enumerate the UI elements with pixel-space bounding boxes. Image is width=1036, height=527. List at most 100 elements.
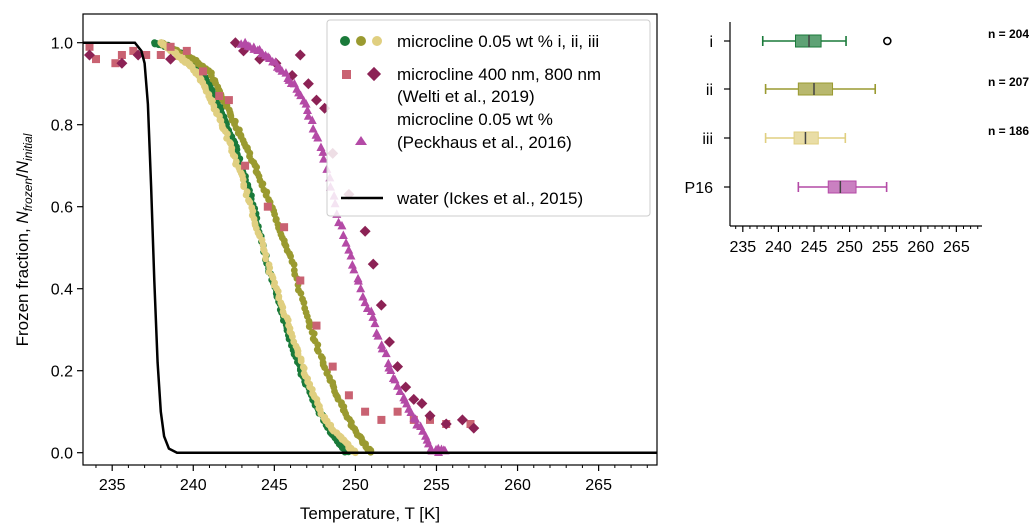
data-point (328, 362, 337, 371)
data-point (310, 330, 318, 337)
legend-label: microcline 0.05 wt % (397, 110, 553, 129)
legend-box (326, 19, 651, 217)
data-point (366, 306, 376, 315)
legend-marker-iii (372, 36, 382, 46)
data-point (263, 202, 272, 211)
main-y-axis-label: Frozen fraction, Nfrozen/Ninitial (13, 133, 35, 346)
data-point (408, 393, 420, 405)
box-x-tick-label: 250 (836, 239, 863, 256)
box-iii (764, 131, 847, 145)
legend-marker-800nm (366, 66, 382, 82)
box-plot: n = 204 n = 207 n = 186 235 240 245 250 255 260… (685, 22, 1029, 256)
box-x-tick-label: 235 (729, 239, 756, 256)
data-point (280, 223, 289, 232)
data-point (83, 49, 95, 61)
data-point (294, 49, 306, 61)
box-i (761, 34, 892, 48)
data-point (349, 264, 359, 274)
data-point (307, 115, 317, 125)
box-x-tick-label: 245 (801, 239, 828, 256)
data-point (156, 51, 165, 59)
data-point (300, 364, 308, 372)
data-point (337, 220, 347, 230)
data-point (312, 321, 321, 330)
data-point (356, 283, 366, 293)
data-point (424, 410, 436, 422)
data-point (224, 96, 233, 105)
data-point (297, 290, 305, 297)
legend-label: water (Ickes et al., 2015) (396, 189, 583, 208)
box-category-label: ii (706, 82, 713, 99)
data-point (310, 94, 322, 106)
main-plot-frame (82, 13, 658, 466)
data-point (383, 336, 395, 348)
box-count-label: n = 207 (988, 75, 1029, 89)
x-tick-label: 245 (261, 477, 288, 494)
data-point (375, 299, 387, 311)
data-point (370, 318, 380, 328)
main-y-axis: 0.0 0.2 0.4 0.6 0.8 1.0 (51, 36, 83, 463)
box-count-label: n = 186 (988, 124, 1029, 138)
data-point (466, 420, 475, 428)
data-point (305, 323, 313, 330)
data-point (361, 407, 370, 416)
legend-marker-ii (356, 36, 366, 46)
data-point (242, 191, 250, 199)
data-point (386, 365, 396, 375)
data-point (296, 90, 306, 100)
x-tick-label: 265 (585, 477, 612, 494)
data-point (318, 147, 328, 156)
data-point (116, 57, 128, 69)
data-point (313, 132, 323, 142)
data-point (456, 414, 468, 426)
data-point (166, 42, 175, 51)
legend-label: microcline 0.05 wt % i, ii, iii (397, 32, 599, 51)
legend-entry-welti: microcline 400 nm, 800 nm (Welti et al.,… (342, 65, 601, 106)
y-tick-label: 0.2 (51, 364, 73, 381)
box-x-tick-label: 265 (943, 239, 970, 256)
data-point (300, 299, 308, 307)
data-point (346, 250, 356, 260)
data-point (353, 276, 363, 285)
y-tick-label: 0.6 (51, 200, 73, 217)
data-point (233, 146, 241, 154)
data-point (297, 357, 305, 365)
data-point (383, 358, 393, 368)
series-microcline-0-05-wt-i (151, 39, 352, 456)
series-microcline-0-05-wt-peckhaus-et-al-2016 (236, 37, 450, 457)
box-ii (764, 82, 877, 96)
data-point (377, 343, 387, 353)
x-tick-label: 260 (504, 477, 531, 494)
data-point (274, 287, 282, 295)
legend-marker-peckhaus (355, 136, 367, 145)
data-point (373, 331, 383, 340)
legend-marker-400nm (342, 70, 351, 79)
legend-label: (Peckhaus et al., 2016) (397, 133, 572, 152)
data-point (246, 198, 254, 206)
data-point (368, 312, 378, 321)
data-point (338, 230, 348, 240)
data-point (240, 183, 248, 191)
data-point (284, 316, 292, 324)
box-x-tick-label: 260 (907, 239, 934, 256)
box-x-tick-label: 255 (872, 239, 899, 256)
data-point (393, 407, 402, 416)
main-chart: 235 240 245 250 255 260 265 0.0 0.2 0.4 0.6 0.8 1.0… (13, 13, 658, 523)
data-point (341, 238, 351, 247)
data-point (182, 46, 191, 55)
data-point (287, 252, 294, 260)
data-point (319, 154, 329, 163)
y-tick-label: 0.0 (51, 446, 73, 463)
data-point (390, 374, 400, 384)
data-point (117, 51, 126, 59)
data-point (308, 123, 318, 133)
data-point (411, 414, 421, 423)
series-water-ickes-et-al-2015 (83, 41, 657, 454)
data-point (85, 42, 94, 51)
box-category-label: P16 (685, 180, 714, 197)
box-plot-marks: n = 204 n = 207 n = 186 (761, 27, 1029, 194)
data-point (381, 348, 391, 358)
data-point (347, 260, 357, 269)
x-tick-label: 235 (99, 477, 126, 494)
